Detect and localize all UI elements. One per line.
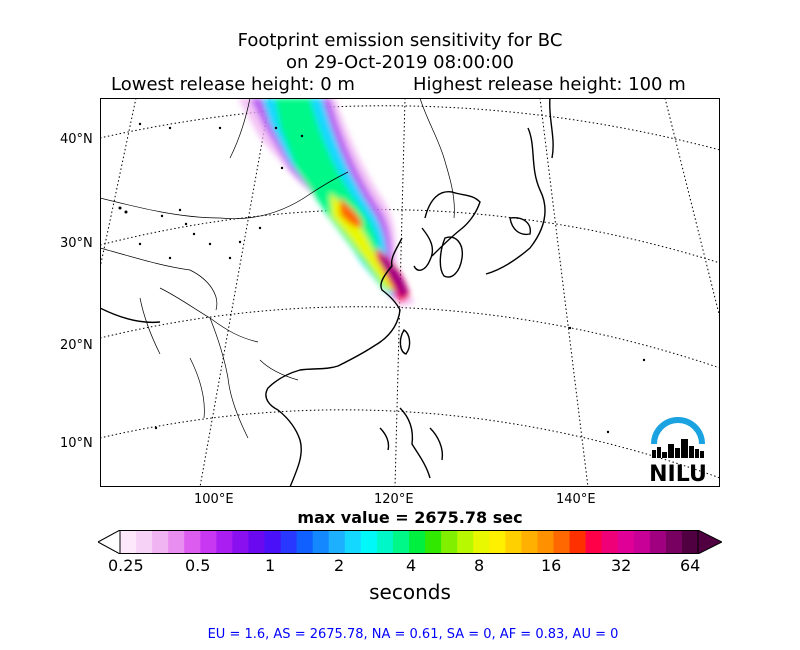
- colorbar-tick-8: 64: [680, 556, 701, 575]
- lat-label-20n: 20°N: [60, 338, 93, 353]
- colorbar: [98, 530, 722, 554]
- colorbar-tick-4: 4: [406, 556, 417, 575]
- colorbar-swatch: [296, 530, 314, 554]
- colorbar-swatch: [392, 530, 410, 554]
- lat-label-30n: 30°N: [60, 236, 93, 251]
- nilu-logo-skyline: [652, 439, 704, 458]
- graticule-longitudes: [100, 98, 720, 487]
- highest-release-height: Highest release height: 100 m: [413, 74, 686, 95]
- colorbar-tick-1: 0.5: [185, 556, 211, 575]
- colorbar-swatch: [553, 530, 571, 554]
- colorbar-swatch: [649, 530, 667, 554]
- lon-label-140e: 140°E: [556, 492, 596, 507]
- colorbar-swatch: [328, 530, 346, 554]
- colorbar-swatch: [152, 530, 169, 554]
- colorbar-swatch: [585, 530, 603, 554]
- nilu-logo: NILU: [649, 417, 707, 487]
- lat-label-40n: 40°N: [60, 132, 93, 147]
- colorbar-units-label: seconds: [369, 580, 451, 604]
- lowest-release-height: Lowest release height: 0 m: [111, 74, 355, 95]
- borders: [100, 98, 455, 439]
- colorbar-swatch: [216, 530, 233, 554]
- colorbar-swatch: [248, 530, 265, 554]
- colorbar-swatch: [232, 530, 249, 554]
- colorbar-swatch: [441, 530, 458, 554]
- colorbar-swatch: [344, 530, 362, 554]
- colorbar-swatch: [280, 530, 298, 554]
- colorbar-swatch: [601, 530, 619, 554]
- colorbar-swatch: [168, 530, 185, 554]
- colorbar-outline: [119, 530, 699, 554]
- lat-label-10n: 10°N: [60, 436, 93, 451]
- colorbar-tick-6: 16: [541, 556, 562, 575]
- lon-label-120e: 120°E: [374, 492, 414, 507]
- colorbar-swatch: [665, 530, 683, 554]
- region-summary-footer: EU = 1.6, AS = 2675.78, NA = 0.61, SA = …: [207, 627, 619, 642]
- footprint-map: NILU: [100, 98, 720, 487]
- nilu-logo-arc: [651, 417, 705, 445]
- colorbar-swatch: [425, 530, 442, 554]
- colorbar-swatch: [360, 530, 378, 554]
- colorbar-extend-min: [98, 530, 121, 554]
- lon-label-100e: 100°E: [194, 492, 234, 507]
- colorbar-tick-5: 8: [474, 556, 485, 575]
- colorbar-swatch: [264, 530, 282, 554]
- colorbar-swatch: [376, 530, 394, 554]
- colorbar-swatch: [505, 530, 522, 554]
- colorbar-swatch: [473, 530, 490, 554]
- emission-plume: [238, 98, 415, 306]
- colorbar-swatch: [409, 530, 426, 554]
- colorbar-swatch: [457, 530, 474, 554]
- colorbar-swatch: [633, 530, 651, 554]
- colorbar-swatch: [537, 530, 554, 554]
- max-value-label: max value = 2675.78 sec: [297, 508, 523, 527]
- title-line-1: Footprint emission sensitivity for BC: [237, 30, 563, 51]
- colorbar-tick-2: 1: [265, 556, 276, 575]
- colorbar-swatch: [120, 530, 137, 554]
- colorbar-swatch: [200, 530, 217, 554]
- colorbar-swatch: [681, 530, 699, 554]
- colorbar-swatch: [489, 530, 506, 554]
- colorbar-swatch: [569, 530, 587, 554]
- colorbar-swatch: [521, 530, 538, 554]
- colorbar-tick-7: 32: [611, 556, 632, 575]
- coastlines: [100, 98, 554, 487]
- colorbar-swatch: [617, 530, 635, 554]
- small-islands: [118, 122, 646, 434]
- title-line-2: on 29-Oct-2019 08:00:00: [285, 52, 515, 73]
- graticule-latitudes: [100, 105, 720, 479]
- colorbar-swatch: [136, 530, 153, 554]
- nilu-logo-text: NILU: [649, 462, 707, 487]
- colorbar-tick-3: 2: [334, 556, 345, 575]
- colorbar-extend-max: [697, 530, 722, 554]
- colorbar-swatch: [184, 530, 201, 554]
- colorbar-tick-0: 0.25: [108, 556, 144, 575]
- colorbar-swatch: [312, 530, 330, 554]
